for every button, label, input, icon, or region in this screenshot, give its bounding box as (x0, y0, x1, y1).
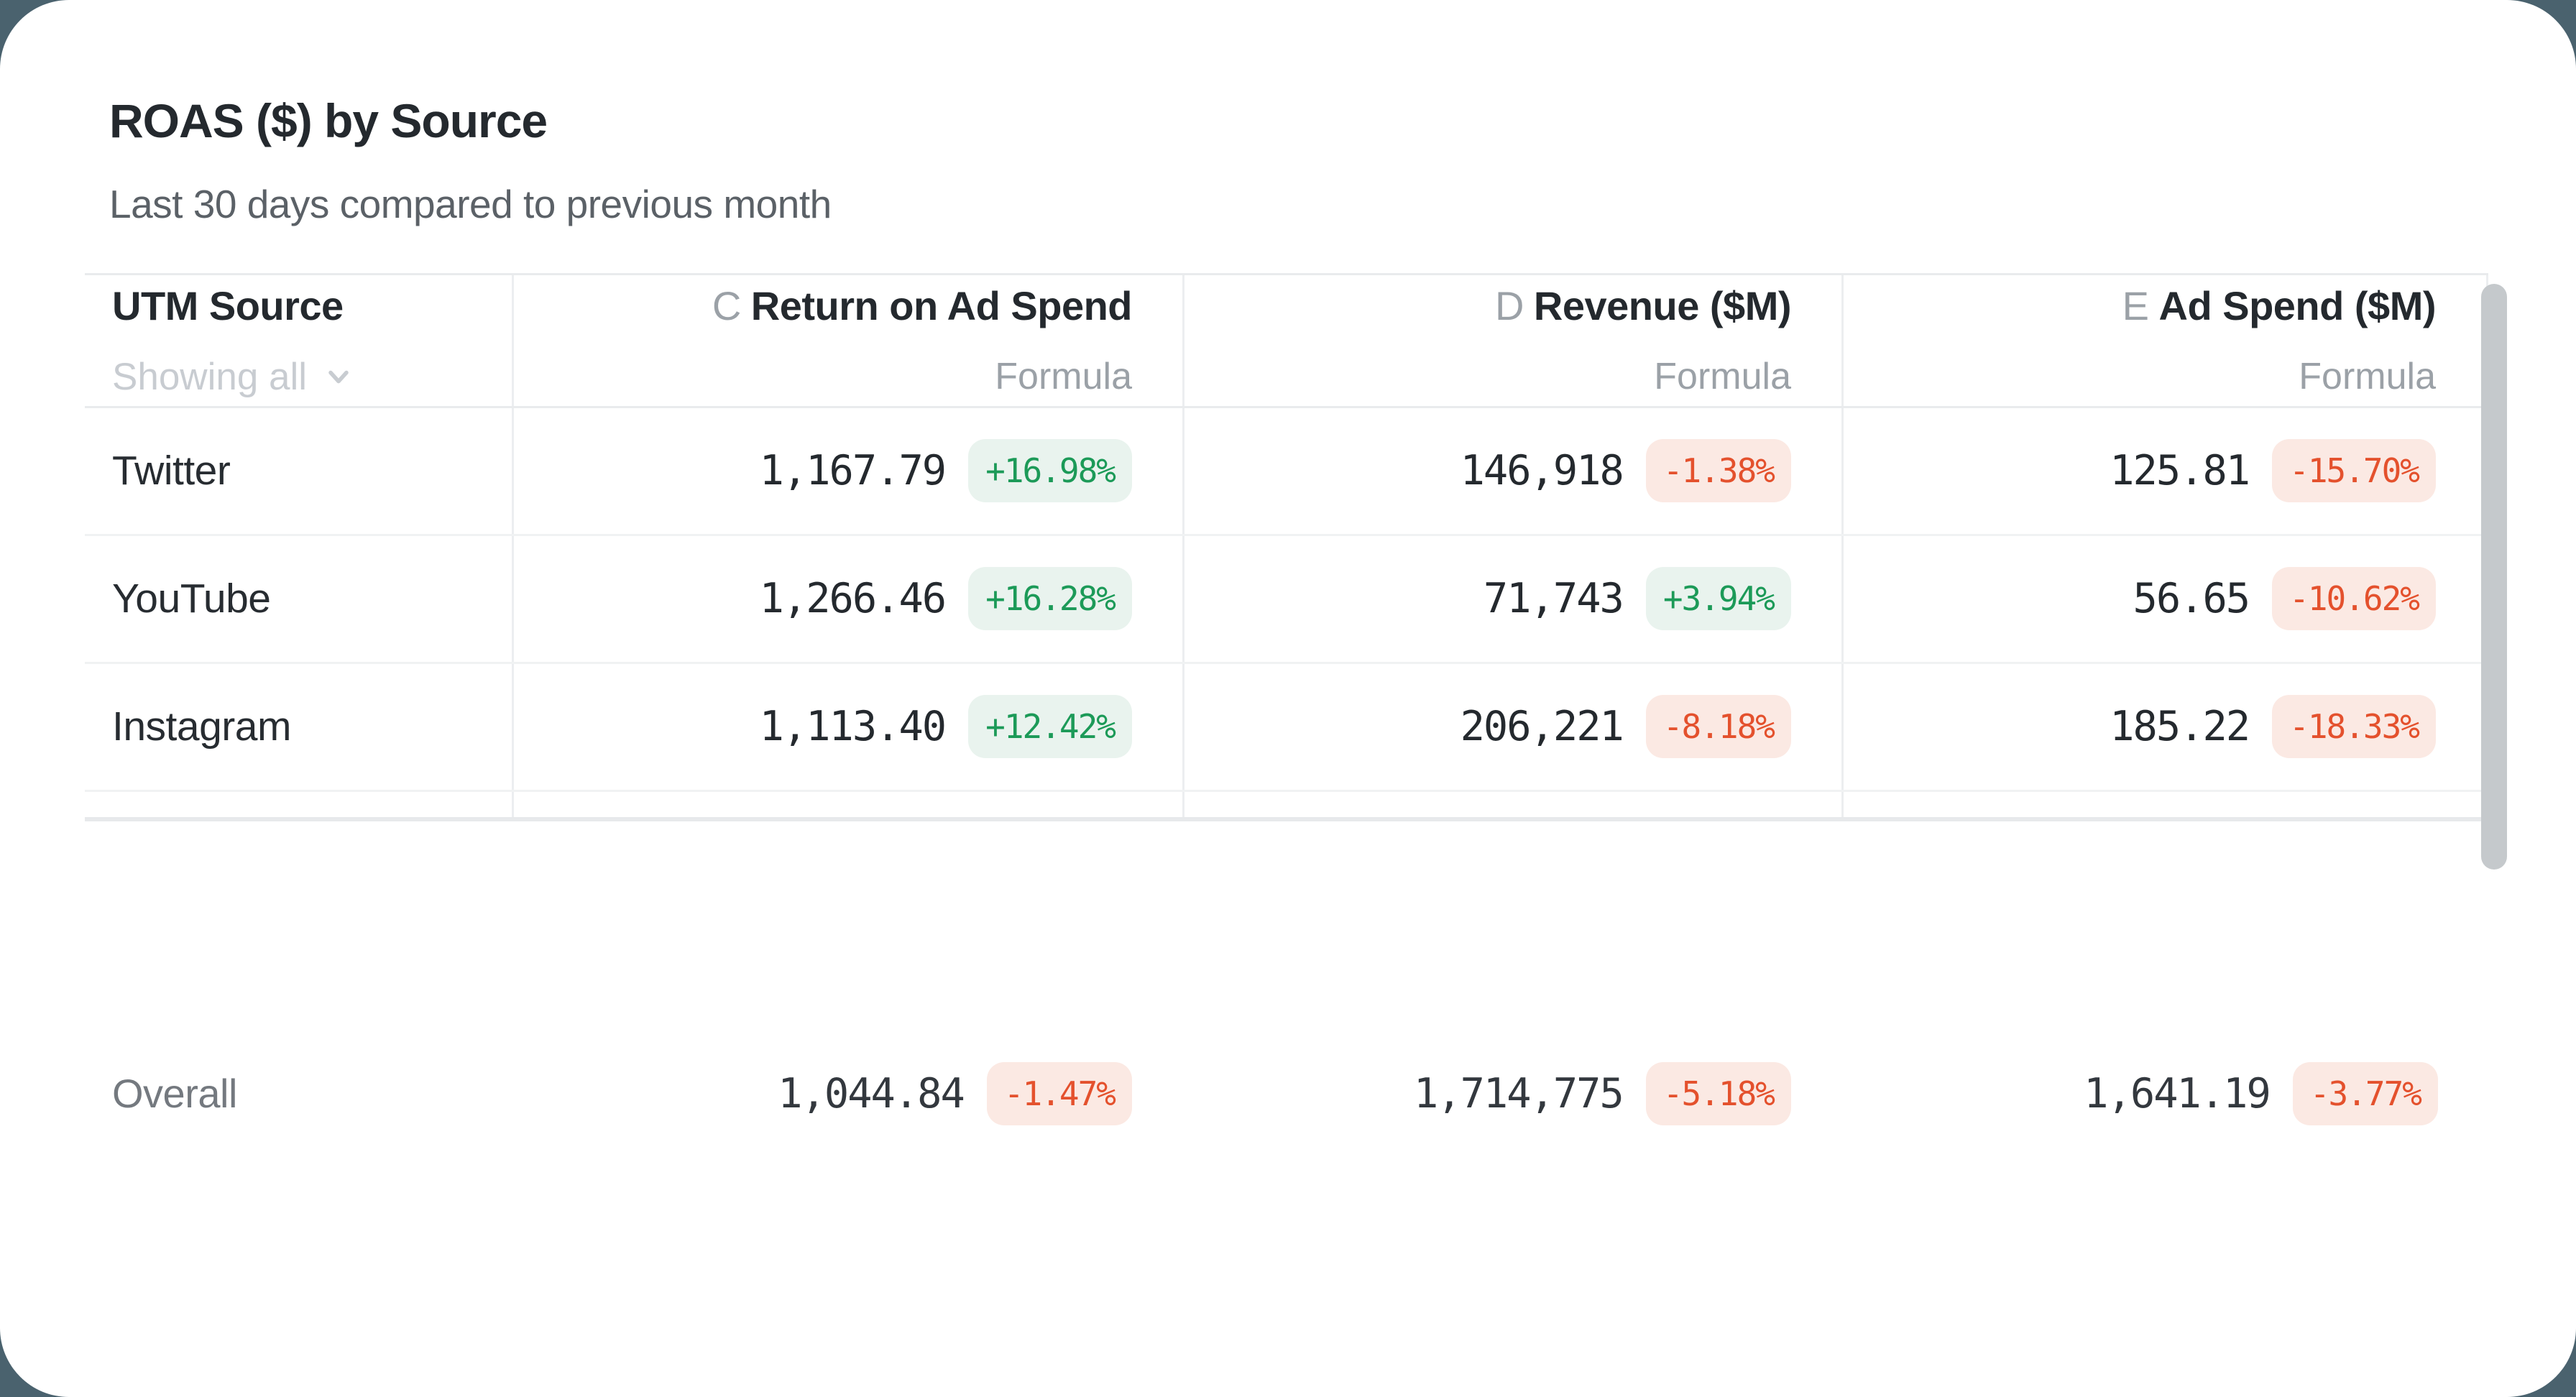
cell-value: 125.81 (2110, 447, 2250, 495)
page-title: ROAS ($) by Source (109, 94, 548, 147)
cell-value: 185.22 (2110, 703, 2250, 751)
column-label: Return on Ad Spend (750, 283, 1133, 329)
cell-value: 1,113.40 (759, 703, 947, 751)
cell-value: 56.65 (2133, 575, 2251, 623)
table-body[interactable]: Twitter 1,167.79 +16.98% 146,918 -1.38% … (85, 407, 2488, 817)
cell-roas: 1,113.40 +12.42% (512, 663, 1182, 790)
footer-cell-ad-spend: 1,641.19 -3.77% (1841, 1061, 2488, 1125)
footer-label: Overall (112, 1071, 237, 1116)
card-header: ROAS ($) by Source Last 30 days compared… (0, 0, 2576, 227)
delta-badge: -10.62% (2272, 567, 2436, 631)
cell-value: 1,641.19 (2084, 1069, 2271, 1117)
table-header-row: UTM Source Showing all C Return on Ad Spe… (85, 273, 2488, 408)
formula-tag: Formula (995, 356, 1132, 398)
delta-badge: -1.47% (986, 1061, 1132, 1125)
cell-value: 1,044.84 (778, 1069, 965, 1117)
utm-source-header-label: UTM Source (112, 282, 344, 328)
vertical-scrollbar[interactable] (2481, 284, 2507, 870)
formula-tag: Formula (2299, 356, 2436, 398)
delta-badge: -8.18% (1645, 695, 1791, 759)
footer-cell-roas: 1,044.84 -1.47% (512, 1061, 1182, 1125)
delta-badge: +12.42% (968, 695, 1132, 759)
delta-badge: -3.77% (2292, 1061, 2438, 1125)
delta-badge: -1.38% (1645, 439, 1791, 503)
roas-table: UTM Source Showing all C Return on Ad Spe… (85, 273, 2488, 817)
cell-revenue: 146,918 -1.38% (1182, 407, 1841, 534)
cell-value: 146,918 (1460, 447, 1624, 495)
row-label: Reddit (85, 792, 512, 817)
table-row-instagram: Instagram 1,113.40 +12.42% 206,221 -8.18… (85, 663, 2488, 792)
cell-roas: 1,199.71 +12.24% (512, 791, 1182, 817)
cell-value: 206,221 (1460, 703, 1624, 751)
column-header-return-on-ad-spend[interactable]: C Return on Ad Spend Formula (512, 275, 1182, 406)
delta-badge: -18.33% (2272, 695, 2436, 759)
row-label: Twitter (112, 448, 231, 494)
cell-ad-spend: 185.22 -18.33% (1841, 663, 2488, 790)
delta-badge: +3.94% (1645, 567, 1791, 631)
table-row-reddit: Reddit 1,199.71 +12.24% 150,432 +2.05% 1… (85, 791, 2488, 817)
cell-roas: 1,167.79 +16.98% (512, 407, 1182, 534)
cell-ad-spend: 125.39 -9.08% (1841, 791, 2488, 817)
delta-badge: -15.70% (2272, 439, 2436, 503)
cell-revenue: 206,221 -8.18% (1182, 663, 1841, 790)
footer-cell-revenue: 1,714,775 -5.18% (1182, 1061, 1841, 1125)
cell-value: 1,714,775 (1413, 1069, 1624, 1117)
source-filter-dropdown[interactable]: Showing all (112, 355, 354, 399)
table-row-youtube: YouTube 1,266.46 +16.28% 71,743 +3.94% 5… (85, 535, 2488, 664)
column-letter: E (2122, 283, 2149, 329)
row-label: Instagram (112, 704, 291, 750)
cell-value: 1,167.79 (759, 447, 947, 495)
table-row-twitter: Twitter 1,167.79 +16.98% 146,918 -1.38% … (85, 407, 2488, 536)
cell-revenue: 71,743 +3.94% (1182, 535, 1841, 662)
chevron-down-icon (323, 361, 354, 392)
cell-value: 1,266.46 (759, 575, 947, 623)
delta-badge: +16.28% (968, 567, 1132, 631)
cell-ad-spend: 56.65 -10.62% (1841, 535, 2488, 662)
column-letter: D (1494, 283, 1524, 329)
formula-tag: Formula (1654, 356, 1791, 398)
card-subtitle: Last 30 days compared to previous month (109, 182, 832, 226)
delta-badge: -5.18% (1645, 1061, 1791, 1125)
column-header-ad-spend[interactable]: E Ad Spend ($M) Formula (1841, 275, 2488, 406)
cell-value: 71,743 (1483, 575, 1624, 623)
table-footer-row-overall: Overall 1,044.84 -1.47% 1,714,775 -5.18%… (85, 817, 2488, 1397)
source-filter-label: Showing all (112, 355, 308, 398)
delta-badge: +16.98% (968, 439, 1132, 503)
row-label: YouTube (112, 576, 271, 622)
column-label: Revenue ($M) (1533, 283, 1792, 329)
cell-roas: 1,266.46 +16.28% (512, 535, 1182, 662)
column-label: Ad Spend ($M) (2158, 283, 2437, 329)
cell-ad-spend: 125.81 -15.70% (1841, 407, 2488, 534)
column-header-revenue[interactable]: D Revenue ($M) Formula (1182, 275, 1841, 406)
column-letter: C (712, 283, 741, 329)
column-header-utm-source[interactable]: UTM Source Showing all (85, 275, 512, 406)
cell-revenue: 150,432 +2.05% (1182, 791, 1841, 817)
